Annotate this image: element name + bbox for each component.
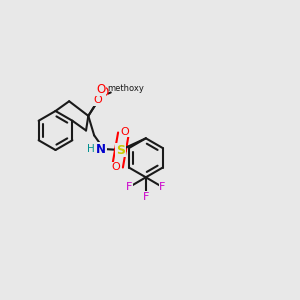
Text: N: N xyxy=(96,142,106,155)
Text: F: F xyxy=(159,182,166,192)
Text: O: O xyxy=(112,163,120,172)
Text: O: O xyxy=(99,86,108,99)
Text: O: O xyxy=(96,83,106,96)
Text: F: F xyxy=(143,192,149,202)
Text: O: O xyxy=(121,127,129,137)
Text: methoxy: methoxy xyxy=(107,84,144,93)
Text: O: O xyxy=(94,95,102,105)
Text: H: H xyxy=(87,144,95,154)
Text: S: S xyxy=(116,143,125,157)
Text: F: F xyxy=(126,182,133,192)
